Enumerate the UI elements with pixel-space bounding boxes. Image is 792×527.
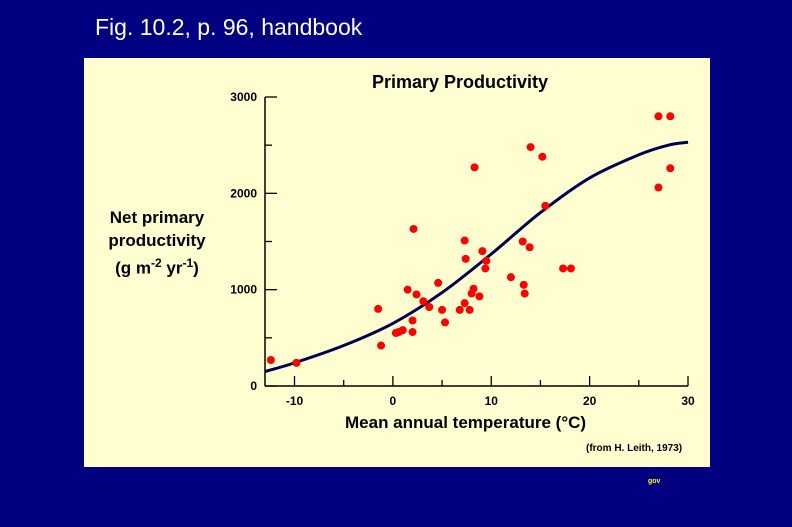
y-unit-exp-time: -1 — [182, 256, 194, 270]
y-tick-label: 0 — [250, 379, 257, 393]
data-point — [666, 164, 675, 173]
x-axis-label: Mean annual temperature (°C) — [345, 413, 587, 432]
data-point — [374, 304, 383, 313]
x-tick-label: -10 — [286, 394, 304, 408]
data-point — [403, 285, 412, 294]
source-citation: (from H. Leith, 1973) — [586, 443, 683, 454]
y-axis-label-line2: productivity — [108, 231, 206, 250]
data-point — [470, 163, 479, 172]
slide-title: Fig. 10.2, p. 96, handbook — [95, 14, 363, 40]
x-tick-label: 10 — [485, 394, 499, 408]
data-point — [654, 112, 663, 121]
data-point — [408, 328, 417, 337]
data-point — [409, 224, 418, 233]
data-point — [475, 292, 484, 301]
data-point — [438, 305, 447, 314]
data-point — [465, 305, 474, 314]
data-point — [460, 236, 469, 245]
y-tick-label: 1000 — [230, 283, 257, 297]
data-point — [425, 303, 434, 312]
data-point — [419, 297, 428, 306]
data-point — [538, 152, 547, 161]
data-points-layer — [266, 112, 675, 367]
y-unit-exp-area: -2 — [151, 256, 162, 270]
y-axis-label-units: (g m-2 yr-1) — [100, 252, 214, 280]
data-point — [482, 256, 491, 265]
y-unit-mid: yr — [161, 258, 183, 278]
y-axis-label-line1: Net primary — [109, 208, 205, 227]
data-point — [559, 264, 568, 273]
data-point — [654, 183, 663, 192]
data-point — [469, 284, 478, 293]
data-point — [377, 341, 386, 350]
footer-tag: gov — [648, 478, 661, 485]
data-point — [478, 247, 487, 256]
data-point — [506, 273, 515, 282]
chart-title: Primary Productivity — [372, 72, 549, 92]
data-point — [541, 201, 550, 210]
x-tick-label: 20 — [583, 394, 597, 408]
data-point — [441, 318, 450, 327]
y-axis-label: Net primary productivity (g m-2 yr-1) — [100, 206, 214, 280]
y-unit-open: (g m — [115, 258, 152, 278]
data-point — [398, 326, 407, 335]
data-point — [434, 278, 443, 287]
y-tick-label: 2000 — [230, 186, 257, 200]
data-point — [525, 243, 534, 252]
data-point — [519, 280, 528, 289]
data-point — [292, 358, 301, 367]
x-tick-label: 0 — [390, 394, 397, 408]
data-point — [526, 143, 535, 152]
chart-panel — [84, 58, 710, 467]
data-point — [666, 112, 675, 121]
data-point — [266, 355, 275, 364]
y-unit-close: ) — [193, 258, 199, 278]
data-point — [412, 290, 421, 299]
data-point — [481, 264, 490, 273]
data-point — [455, 305, 464, 314]
data-point — [520, 289, 529, 298]
data-point — [518, 237, 527, 246]
trend-curve-layer — [264, 140, 689, 373]
data-point — [460, 299, 469, 308]
y-tick-label: 3000 — [230, 90, 257, 104]
x-tick-label: 30 — [681, 394, 695, 408]
trend-curve — [264, 140, 689, 373]
chart-axes: -10 0 10 20 30 0 1000 2000 3000 — [230, 90, 695, 408]
data-point — [408, 316, 417, 325]
data-point — [461, 254, 470, 263]
data-point — [566, 264, 575, 273]
